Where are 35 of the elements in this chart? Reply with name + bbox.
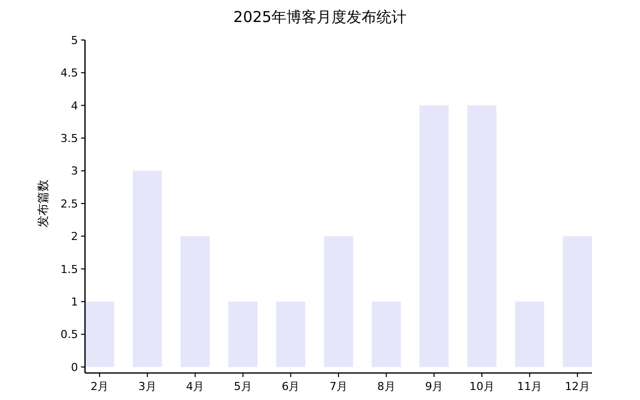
chart-title: 2025年博客月度发布统计 (233, 8, 407, 26)
bar (85, 302, 114, 367)
x-tick-label: 6月 (282, 380, 300, 393)
x-tick-label: 7月 (330, 380, 348, 393)
x-tick-label: 5月 (234, 380, 252, 393)
x-tick-label: 2月 (90, 380, 109, 393)
bar (228, 302, 258, 367)
x-tick-label: 11月 (517, 380, 542, 393)
x-tick-label: 8月 (377, 380, 396, 393)
bar (276, 302, 306, 367)
bar (467, 105, 496, 367)
bar (515, 302, 544, 367)
y-tick-label: 2.5 (60, 197, 78, 210)
bar (419, 105, 449, 367)
bar (562, 236, 592, 367)
y-tick-label: 4.5 (60, 66, 78, 80)
y-tick-label: 0.5 (60, 328, 78, 342)
y-tick-label: 0 (71, 360, 78, 374)
y-tick-label: 4 (71, 99, 78, 112)
bar (132, 170, 162, 367)
x-tick-label: 12月 (564, 380, 590, 393)
x-tick-label: 9月 (425, 380, 444, 393)
bar (324, 236, 354, 367)
bar (372, 302, 401, 367)
x-tick-label: 10月 (469, 380, 494, 393)
x-tick-label: 3月 (138, 380, 156, 393)
y-tick-label: 1 (71, 295, 78, 308)
y-tick-label: 3.5 (60, 132, 78, 145)
x-tick-label: 4月 (186, 380, 204, 393)
y-axis-title: 发布篇数 (36, 180, 50, 228)
y-tick-label: 5 (71, 34, 78, 47)
y-tick-label: 2 (71, 230, 78, 244)
bar (180, 236, 210, 367)
y-tick-label: 3 (71, 164, 78, 178)
y-tick-label: 1.5 (60, 262, 78, 276)
